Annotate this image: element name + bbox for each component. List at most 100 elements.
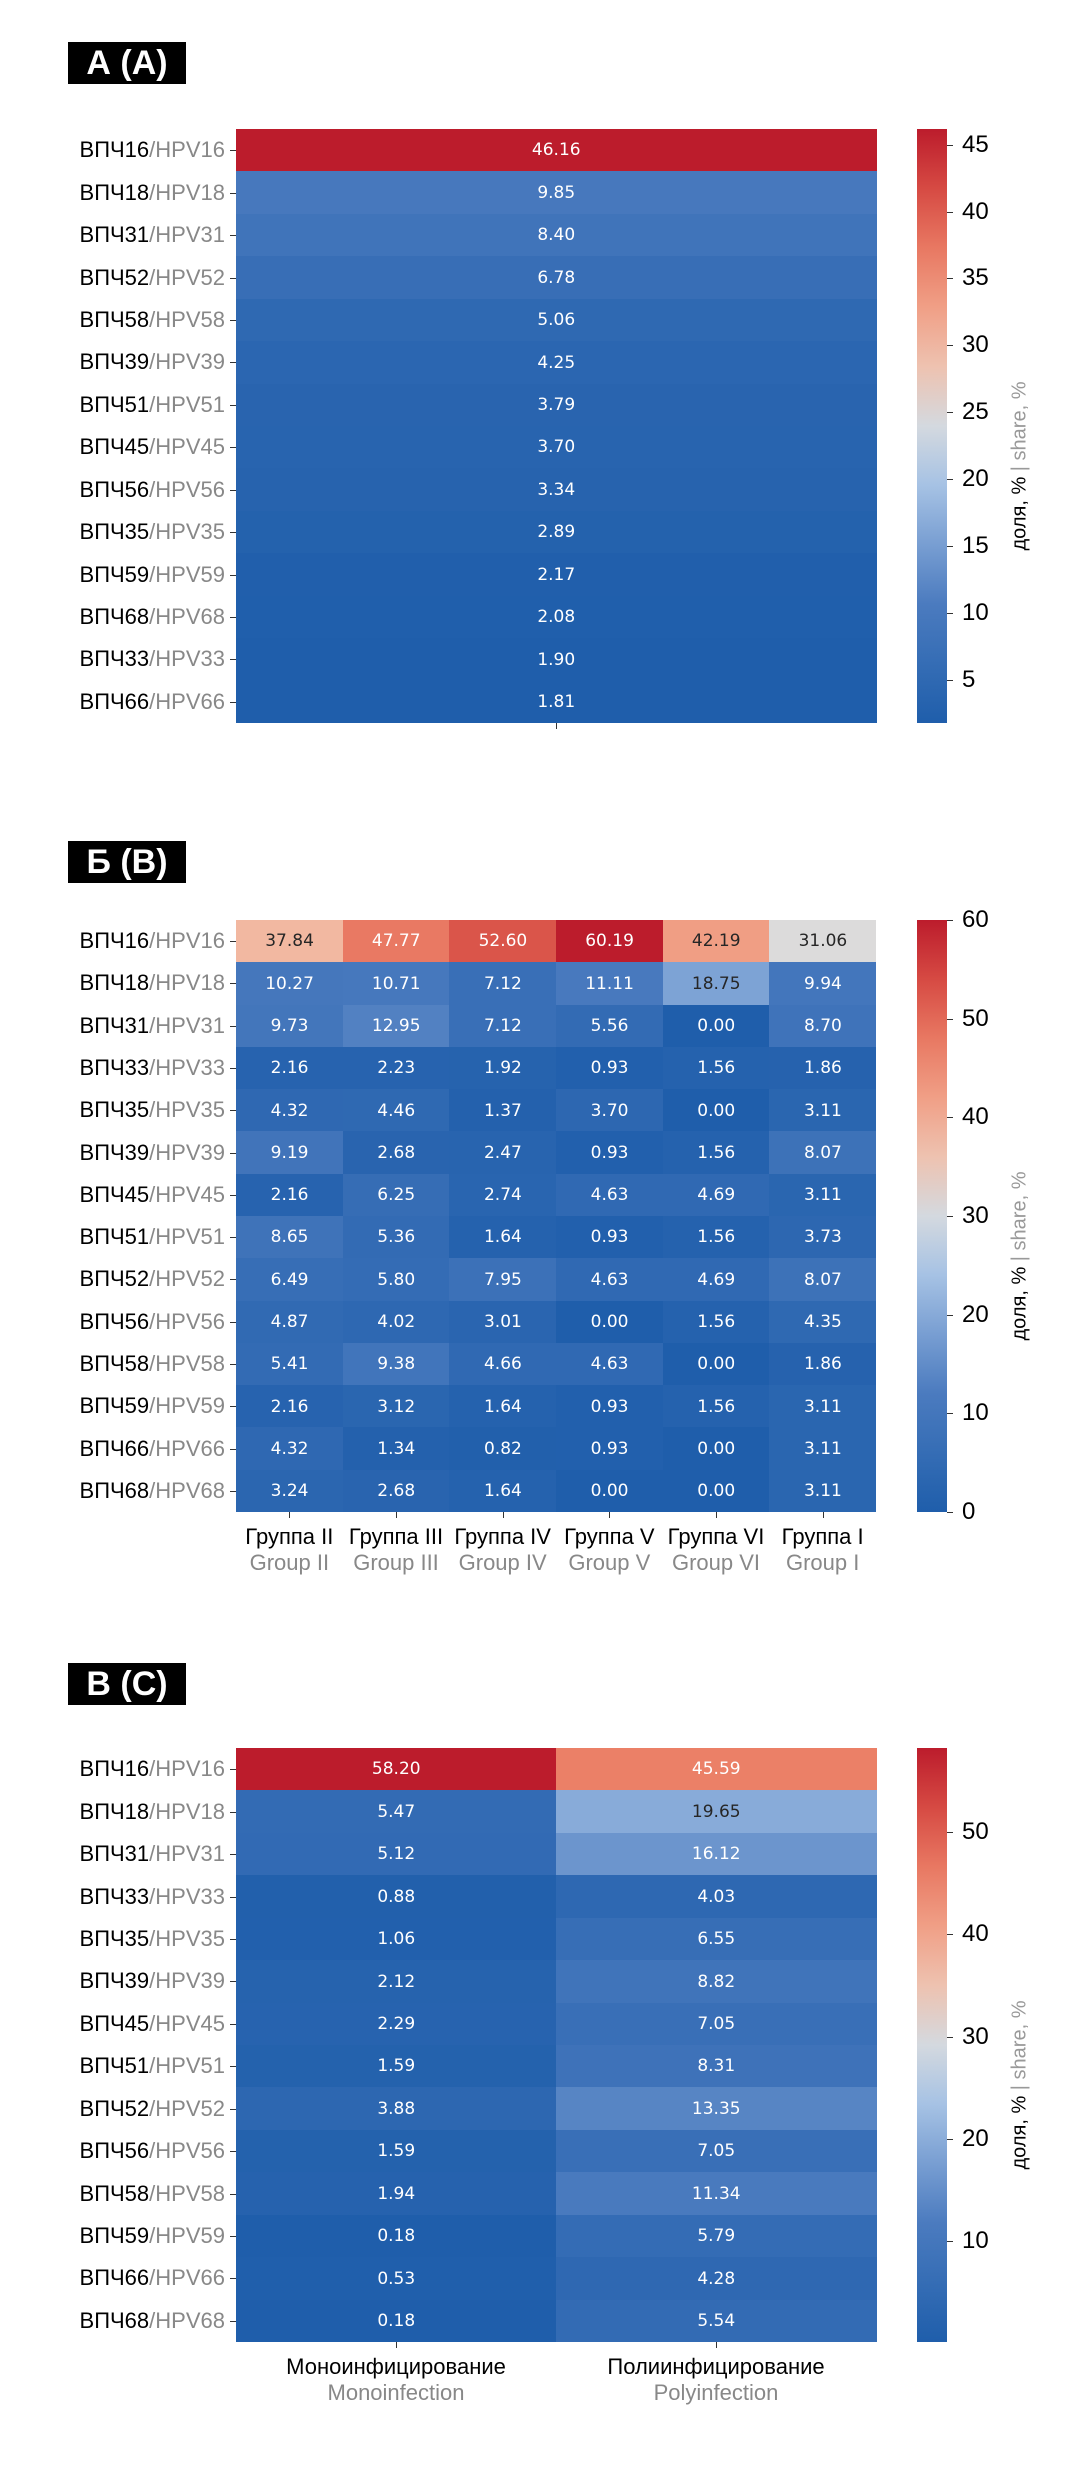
colorbar-tick-label: 50 bbox=[962, 1004, 989, 1032]
heatmap-cell: 10.27 bbox=[236, 962, 344, 1006]
row-label-en: HPV51 bbox=[155, 2053, 225, 2079]
column-label-en: Group I bbox=[785, 1550, 860, 1575]
row-label: ВПЧ31/HPV31 bbox=[80, 1013, 225, 1039]
row-label: ВПЧ58/HPV58 bbox=[80, 1351, 225, 1377]
colorbar-tick-label: 10 bbox=[962, 599, 989, 627]
heatmap-cell: 1.90 bbox=[236, 638, 877, 682]
heatmap-cell: 2.74 bbox=[449, 1173, 557, 1217]
colorbar-label-ru: доля, % bbox=[1008, 2095, 1031, 2170]
row-label-sep: / bbox=[149, 1968, 156, 1994]
colorbar-tick-label: 5 bbox=[962, 666, 976, 694]
row-label-ru: ВПЧ58 bbox=[79, 2180, 150, 2206]
row-label: ВПЧ59/HPV59 bbox=[80, 562, 225, 588]
heatmap-cell: 1.56 bbox=[662, 1300, 770, 1344]
row-label-en: HPV31 bbox=[155, 1012, 225, 1038]
panel-label: А (A) bbox=[68, 42, 186, 84]
row-tick bbox=[230, 1769, 236, 1771]
row-tick bbox=[230, 192, 236, 194]
row-label-en: HPV52 bbox=[155, 264, 225, 290]
heatmap-cell: 1.92 bbox=[449, 1046, 557, 1090]
row-label-sep: / bbox=[149, 603, 156, 629]
colorbar-tick bbox=[947, 1512, 953, 1513]
row-label: ВПЧ56/HPV56 bbox=[80, 477, 225, 503]
heatmap-cell: 4.63 bbox=[556, 1258, 664, 1302]
row-label-en: HPV56 bbox=[155, 476, 225, 502]
heatmap-cell: 0.88 bbox=[236, 1875, 557, 1919]
row-label: ВПЧ16/HPV16 bbox=[80, 928, 225, 954]
row-label: ВПЧ18/HPV18 bbox=[80, 970, 225, 996]
row-label: ВПЧ68/HPV68 bbox=[80, 1478, 225, 1504]
column-label-ru: Группа III bbox=[348, 1524, 444, 1549]
colorbar-tick bbox=[947, 412, 953, 414]
heatmap-cell: 0.82 bbox=[449, 1427, 557, 1471]
heatmap-cell: 11.11 bbox=[556, 962, 664, 1006]
colorbar-tick-label: 10 bbox=[962, 1399, 989, 1427]
row-label-en: HPV45 bbox=[155, 1181, 225, 1207]
row-label-en: HPV31 bbox=[155, 222, 225, 248]
column-label: Группа III Group III bbox=[349, 1524, 443, 1576]
column-tick bbox=[289, 1512, 291, 1518]
heatmap-cell: 0.93 bbox=[556, 1046, 664, 1090]
colorbar-tick bbox=[947, 613, 953, 615]
row-tick bbox=[230, 2066, 236, 2068]
row-label-ru: ВПЧ39 bbox=[79, 1139, 150, 1165]
row-label-en: HPV56 bbox=[155, 1308, 225, 1334]
colorbar-tick bbox=[947, 920, 953, 921]
heatmap-cell: 7.95 bbox=[449, 1258, 557, 1302]
column-label: Группа I Group I bbox=[782, 1524, 864, 1576]
row-label-ru: ВПЧ52 bbox=[79, 1266, 150, 1292]
row-label-en: HPV33 bbox=[155, 646, 225, 672]
row-label: ВПЧ59/HPV59 bbox=[80, 1393, 225, 1419]
row-tick bbox=[230, 532, 236, 534]
column-label-ru: Моноинфицирование bbox=[286, 2354, 506, 2379]
row-label: ВПЧ45/HPV45 bbox=[80, 2011, 225, 2037]
colorbar-tick bbox=[947, 2139, 953, 2141]
heatmap-cell: 10.71 bbox=[342, 962, 450, 1006]
row-label-sep: / bbox=[149, 1435, 156, 1461]
row-tick bbox=[230, 1110, 236, 1112]
row-label-ru: ВПЧ51 bbox=[79, 2053, 150, 2079]
heatmap-cell: 1.64 bbox=[449, 1216, 557, 1259]
heatmap-cell: 2.16 bbox=[236, 1173, 344, 1217]
colorbar-tick bbox=[947, 211, 953, 213]
row-label-sep: / bbox=[149, 2095, 156, 2121]
row-label-en: HPV59 bbox=[155, 1393, 225, 1419]
row-label: ВПЧ56/HPV56 bbox=[80, 2138, 225, 2164]
row-label: ВПЧ39/HPV39 bbox=[80, 1140, 225, 1166]
heatmap-cell: 0.00 bbox=[556, 1469, 664, 1513]
heatmap-cell: 6.55 bbox=[556, 1917, 877, 1961]
row-label-sep: / bbox=[149, 1181, 156, 1207]
heatmap-cell: 0.93 bbox=[556, 1216, 664, 1259]
column-label-en: Group VI bbox=[671, 1550, 761, 1575]
heatmap-cell: 12.95 bbox=[342, 1004, 450, 1048]
colorbar-tick-label: 30 bbox=[962, 1202, 989, 1229]
heatmap-cell: 2.29 bbox=[236, 2002, 557, 2046]
row-label-sep: / bbox=[149, 349, 156, 375]
heatmap-cell: 4.25 bbox=[236, 341, 877, 385]
row-label: ВПЧ66/HPV66 bbox=[80, 2265, 225, 2291]
heatmap-cell: 1.56 bbox=[662, 1046, 770, 1090]
row-label-ru: ВПЧ66 bbox=[79, 1435, 150, 1461]
column-label-en: Polyinfection bbox=[653, 2380, 779, 2405]
row-label-ru: ВПЧ16 bbox=[79, 1756, 150, 1782]
row-tick bbox=[230, 1981, 236, 1983]
colorbar-tick bbox=[947, 479, 953, 481]
column-label-en: Group III bbox=[353, 1550, 439, 1575]
heatmap-cell: 1.64 bbox=[449, 1385, 557, 1428]
colorbar-tick bbox=[947, 345, 953, 347]
colorbar-tick-label: 25 bbox=[962, 398, 989, 426]
column-tick bbox=[609, 1512, 611, 1518]
row-label-sep: / bbox=[149, 2053, 156, 2079]
heatmap-cell: 6.49 bbox=[236, 1258, 344, 1302]
column-label: Группа V Group V bbox=[564, 1524, 655, 1576]
row-tick bbox=[230, 2320, 236, 2322]
row-label-en: HPV18 bbox=[155, 179, 225, 205]
heatmap-cell: 3.70 bbox=[236, 426, 877, 469]
row-tick bbox=[230, 659, 236, 661]
row-label-sep: / bbox=[149, 1351, 156, 1376]
row-tick bbox=[230, 1406, 236, 1408]
row-label-en: HPV68 bbox=[155, 2307, 225, 2333]
heatmap-cell: 5.36 bbox=[342, 1216, 450, 1259]
row-label-ru: ВПЧ16 bbox=[79, 928, 150, 954]
heatmap-cell: 4.66 bbox=[449, 1342, 557, 1386]
